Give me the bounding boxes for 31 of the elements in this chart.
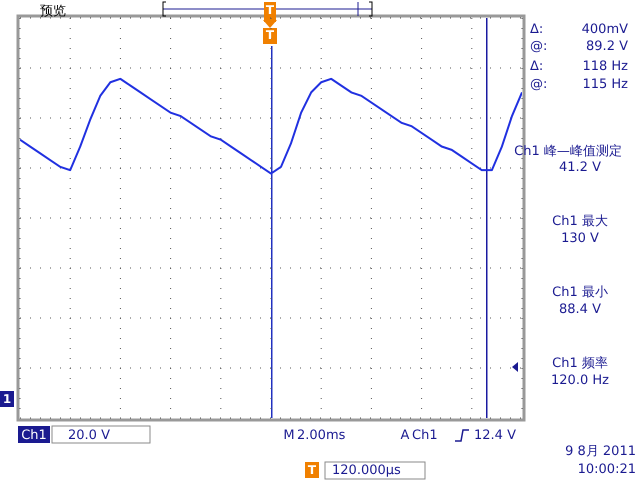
text: Δ: [530,59,544,74]
text: 120.0 Hz [551,373,610,388]
text: @: [530,39,548,54]
text: A [400,428,410,443]
text: @: [530,77,548,92]
text: 88.4 V [559,302,602,317]
text: 1 [2,392,12,406]
text: 118 Hz [582,59,628,74]
annotation: Ch1 峰—峰值测定 [514,144,622,159]
text: 20.0 V [68,428,110,443]
text: 120.000µs [332,463,402,478]
text: Ch1 最大 [552,214,608,229]
text: 预览 [40,4,66,19]
text: Ch1 最小 [552,285,608,300]
text: 10:00:21 [578,462,636,477]
text: 41.2 V [559,160,602,175]
text: T [308,463,317,477]
text: M [283,428,295,443]
text: 2.00ms [297,428,346,443]
text: T [266,3,275,17]
text: 89.2 V [586,39,628,54]
text: 400mV [582,22,628,37]
text: 115 Hz [582,77,628,92]
text: Δ: [530,22,544,37]
text: 12.4 V [474,428,516,443]
text: T [266,28,275,42]
text: Ch1 频率 [552,355,608,371]
text: 130 V [561,231,600,246]
text: 9 8月 2011 [565,444,636,459]
text: Ch1 [412,428,438,443]
text: Ch1 [21,428,47,443]
